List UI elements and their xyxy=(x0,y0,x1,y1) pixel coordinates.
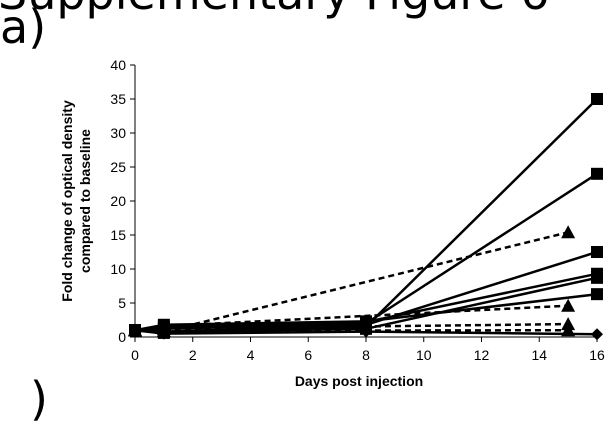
x-axis-title: Days post injection xyxy=(295,373,423,389)
y-tick-label: 0 xyxy=(118,329,126,345)
series-2-point xyxy=(591,167,603,180)
line-chart: 0 5 10 15 20 25 30 35 40 0 2 4 6 8 10 12 14 16 Days post … xyxy=(59,57,605,389)
x-tick-label: 16 xyxy=(589,347,605,363)
x-tick-label: 14 xyxy=(531,347,547,363)
series-6-point xyxy=(360,315,372,328)
series-10-point xyxy=(561,323,576,337)
figure-title: Supplementary Figure 6 xyxy=(0,0,549,16)
panel-label: a) xyxy=(0,0,47,54)
y-tick-label: 10 xyxy=(110,261,126,277)
x-tick-label: 10 xyxy=(416,347,432,363)
y-tick-label: 5 xyxy=(118,295,126,311)
y-tick-label: 25 xyxy=(110,159,126,175)
y-tick-label: 15 xyxy=(110,227,126,243)
y-tick-label: 35 xyxy=(110,91,126,107)
x-tick-label: 8 xyxy=(362,347,370,363)
y-tick-label: 30 xyxy=(110,125,126,141)
series-layer xyxy=(134,98,598,336)
x-tick-label: 6 xyxy=(304,347,312,363)
series-line-11 xyxy=(134,328,598,336)
series-1-point xyxy=(591,93,603,105)
series-6-point xyxy=(591,288,603,301)
y-axis-title-line-2: compared to baseline xyxy=(77,129,93,273)
x-tick-label: 0 xyxy=(131,347,139,363)
axes-layer: 0 5 10 15 20 25 30 35 40 0 2 4 6 8 10 12 14 16 xyxy=(110,57,605,363)
series-line-1 xyxy=(134,98,598,335)
series-3-point xyxy=(591,246,603,258)
y-tick-label: 40 xyxy=(110,57,126,73)
x-tick-label: 2 xyxy=(189,347,197,363)
series-11-point xyxy=(360,325,372,338)
x-tick-label: 12 xyxy=(474,347,490,363)
y-axis-title-line-1: Fold change of optical density xyxy=(59,100,75,302)
y-tick-label: 20 xyxy=(110,193,126,209)
series-7-point xyxy=(561,225,576,239)
x-tick-label: 4 xyxy=(247,347,255,363)
series-5-point xyxy=(591,271,603,284)
series-8-point xyxy=(561,298,576,312)
